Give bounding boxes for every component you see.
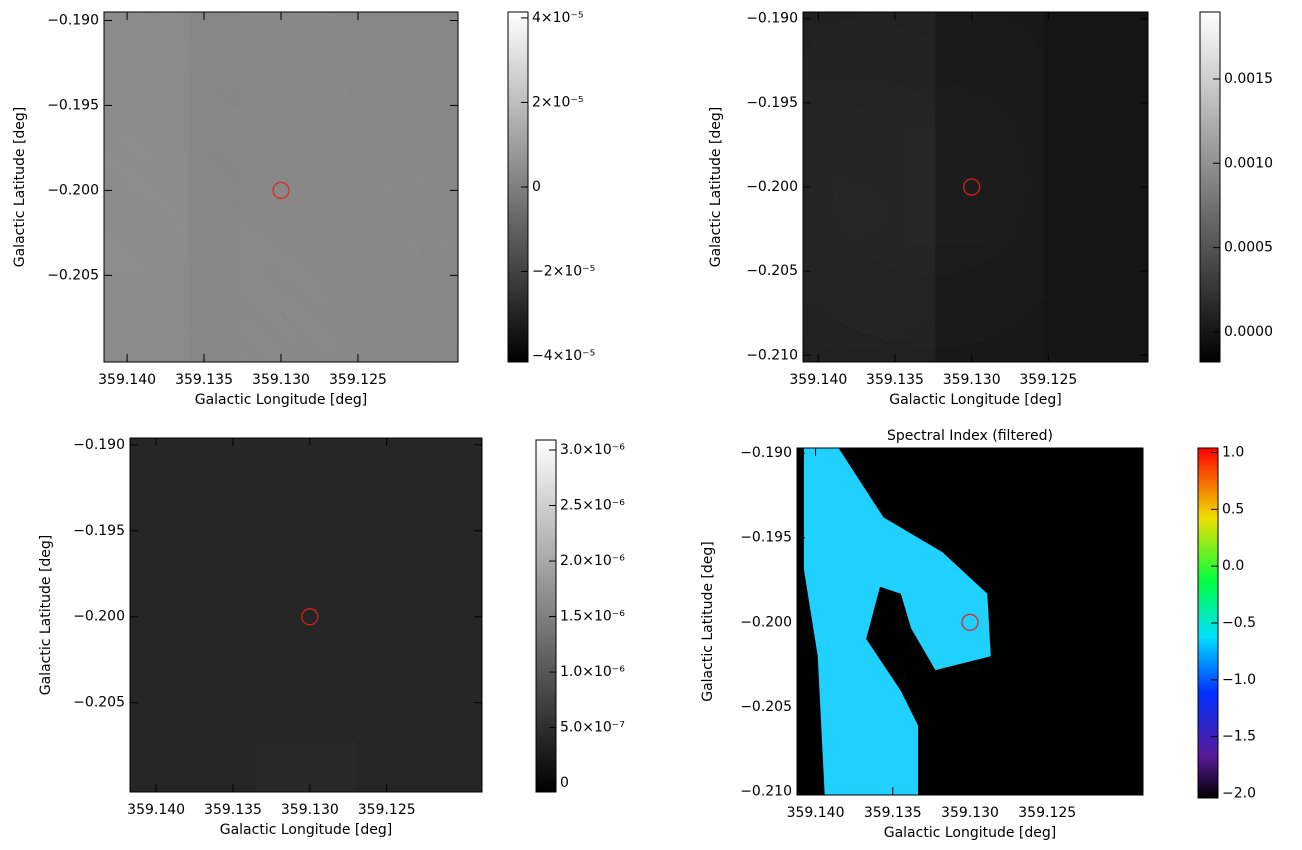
marker (272, 181, 290, 199)
colorbar-tick-label: 1.0 (1222, 445, 1244, 461)
image-noise (104, 12, 458, 362)
marker (961, 613, 979, 631)
marker (301, 608, 319, 626)
y-axis-label: Galactic Latitude [deg] (700, 541, 716, 702)
x-tick-label: 359.135 (866, 372, 924, 388)
colorbar-tick-label: −1.0 (1222, 672, 1256, 688)
colorbar-tick-label: −1.5 (1222, 729, 1256, 745)
image-feature (803, 448, 991, 795)
colorbar-tick-label: 3.0×10⁻⁶ (560, 442, 625, 458)
y-tick-label: −0.190 (47, 12, 99, 28)
x-tick-label: 359.130 (281, 802, 339, 818)
image-feature (386, 608, 437, 657)
y-tick-label: −0.205 (47, 267, 99, 283)
colorbar-tick-label: 5.0×10⁻⁷ (560, 720, 625, 736)
marker (963, 178, 981, 196)
y-axis-label: Galactic Latitude [deg] (12, 107, 28, 268)
image (797, 448, 1143, 795)
colorbar-tick-label: −0.5 (1222, 615, 1256, 631)
y-axis-label: Galactic Latitude [deg] (38, 535, 54, 696)
y-tick-label: −0.195 (746, 95, 798, 111)
x-axis-label: Galactic Longitude [deg] (884, 825, 1057, 841)
x-tick-label: 359.125 (358, 802, 416, 818)
image-feature (315, 679, 367, 728)
x-tick-label: 359.135 (864, 805, 922, 821)
image-feature (175, 485, 226, 533)
image-feature (803, 12, 914, 362)
y-tick-label: −0.200 (740, 614, 792, 630)
image-feature (210, 626, 261, 675)
x-tick-label: 359.135 (204, 802, 262, 818)
y-axis-label: Galactic Latitude [deg] (708, 107, 724, 268)
colorbar-tick-label: 4×10⁻⁵ (532, 10, 583, 26)
colorbar-tick-label: 0 (560, 775, 569, 791)
colorbar-tick-label: 0 (532, 179, 541, 195)
colorbar-tick-label: −4×10⁻⁵ (532, 348, 595, 364)
image-feature (157, 697, 209, 745)
x-axis-label: Galactic Longitude [deg] (195, 392, 368, 408)
x-tick-label: 359.130 (943, 372, 1001, 388)
image-feature (351, 467, 402, 515)
colorbar-tick-label: 0.5 (1222, 501, 1244, 517)
image (104, 12, 458, 362)
plot-frame (129, 437, 483, 793)
x-tick-label: 359.135 (175, 372, 233, 388)
x-tick-label: 359.130 (941, 805, 999, 821)
y-tick-label: −0.195 (73, 523, 125, 539)
x-tick-label: 359.140 (787, 805, 845, 821)
image (803, 12, 1148, 362)
y-tick-label: −0.200 (47, 182, 99, 198)
y-tick-label: −0.195 (740, 530, 792, 546)
colorbar-tick-label: 1.5×10⁻⁶ (560, 609, 625, 625)
image-feature (403, 715, 455, 763)
x-tick-label: 359.140 (789, 372, 847, 388)
colorbar-tick-label: 0.0015 (1224, 71, 1273, 87)
x-axis-label: Galactic Longitude [deg] (889, 392, 1062, 408)
colorbar-tick-label: 0.0000 (1224, 324, 1273, 340)
colorbar-tick-label: 0.0 (1222, 558, 1244, 574)
y-tick-label: −0.205 (740, 699, 792, 715)
image-feature (876, 500, 898, 514)
image-feature (298, 538, 349, 586)
y-tick-label: −0.190 (740, 445, 792, 461)
colorbar-tick-label: 1.0×10⁻⁶ (560, 664, 625, 680)
image-feature (263, 449, 314, 498)
colorbar-tick-label: −2.0 (1222, 785, 1256, 801)
y-tick-label: −0.205 (746, 263, 798, 279)
y-tick-label: −0.210 (740, 784, 792, 800)
colorbar-tick-label: 0.0005 (1224, 240, 1273, 256)
colorbar-tick-label: 0.0010 (1224, 155, 1273, 171)
x-tick-label: 359.140 (127, 802, 185, 818)
colorbar-tick-label: 2×10⁻⁵ (532, 94, 583, 110)
colorbar-tick-label: −2×10⁻⁵ (532, 264, 595, 280)
x-axis-label: Galactic Longitude [deg] (220, 822, 393, 838)
y-tick-label: −0.210 (746, 347, 798, 363)
y-tick-label: −0.190 (73, 437, 125, 453)
colorbar (1199, 11, 1221, 363)
y-tick-label: −0.205 (73, 695, 125, 711)
image-feature (270, 753, 342, 792)
image-feature (937, 166, 959, 187)
chart-title: Spectral Index (filtered) (887, 428, 1053, 444)
image (130, 438, 482, 792)
colorbar-tick-label: 2.5×10⁻⁶ (560, 498, 625, 514)
colorbar-tick-label: 2.0×10⁻⁶ (560, 553, 625, 569)
x-tick-label: 359.140 (98, 372, 156, 388)
y-tick-label: −0.195 (47, 97, 99, 113)
y-tick-label: −0.200 (746, 179, 798, 195)
image-feature (260, 597, 296, 626)
x-tick-label: 359.125 (1018, 805, 1076, 821)
x-tick-label: 359.125 (1019, 372, 1077, 388)
image-feature (921, 597, 991, 660)
x-tick-label: 359.130 (252, 372, 310, 388)
image-feature (920, 145, 976, 229)
colorbar (535, 439, 557, 793)
y-tick-label: −0.200 (73, 609, 125, 625)
y-tick-label: −0.190 (746, 11, 798, 27)
x-tick-label: 359.125 (329, 372, 387, 388)
image-feature (810, 586, 867, 657)
